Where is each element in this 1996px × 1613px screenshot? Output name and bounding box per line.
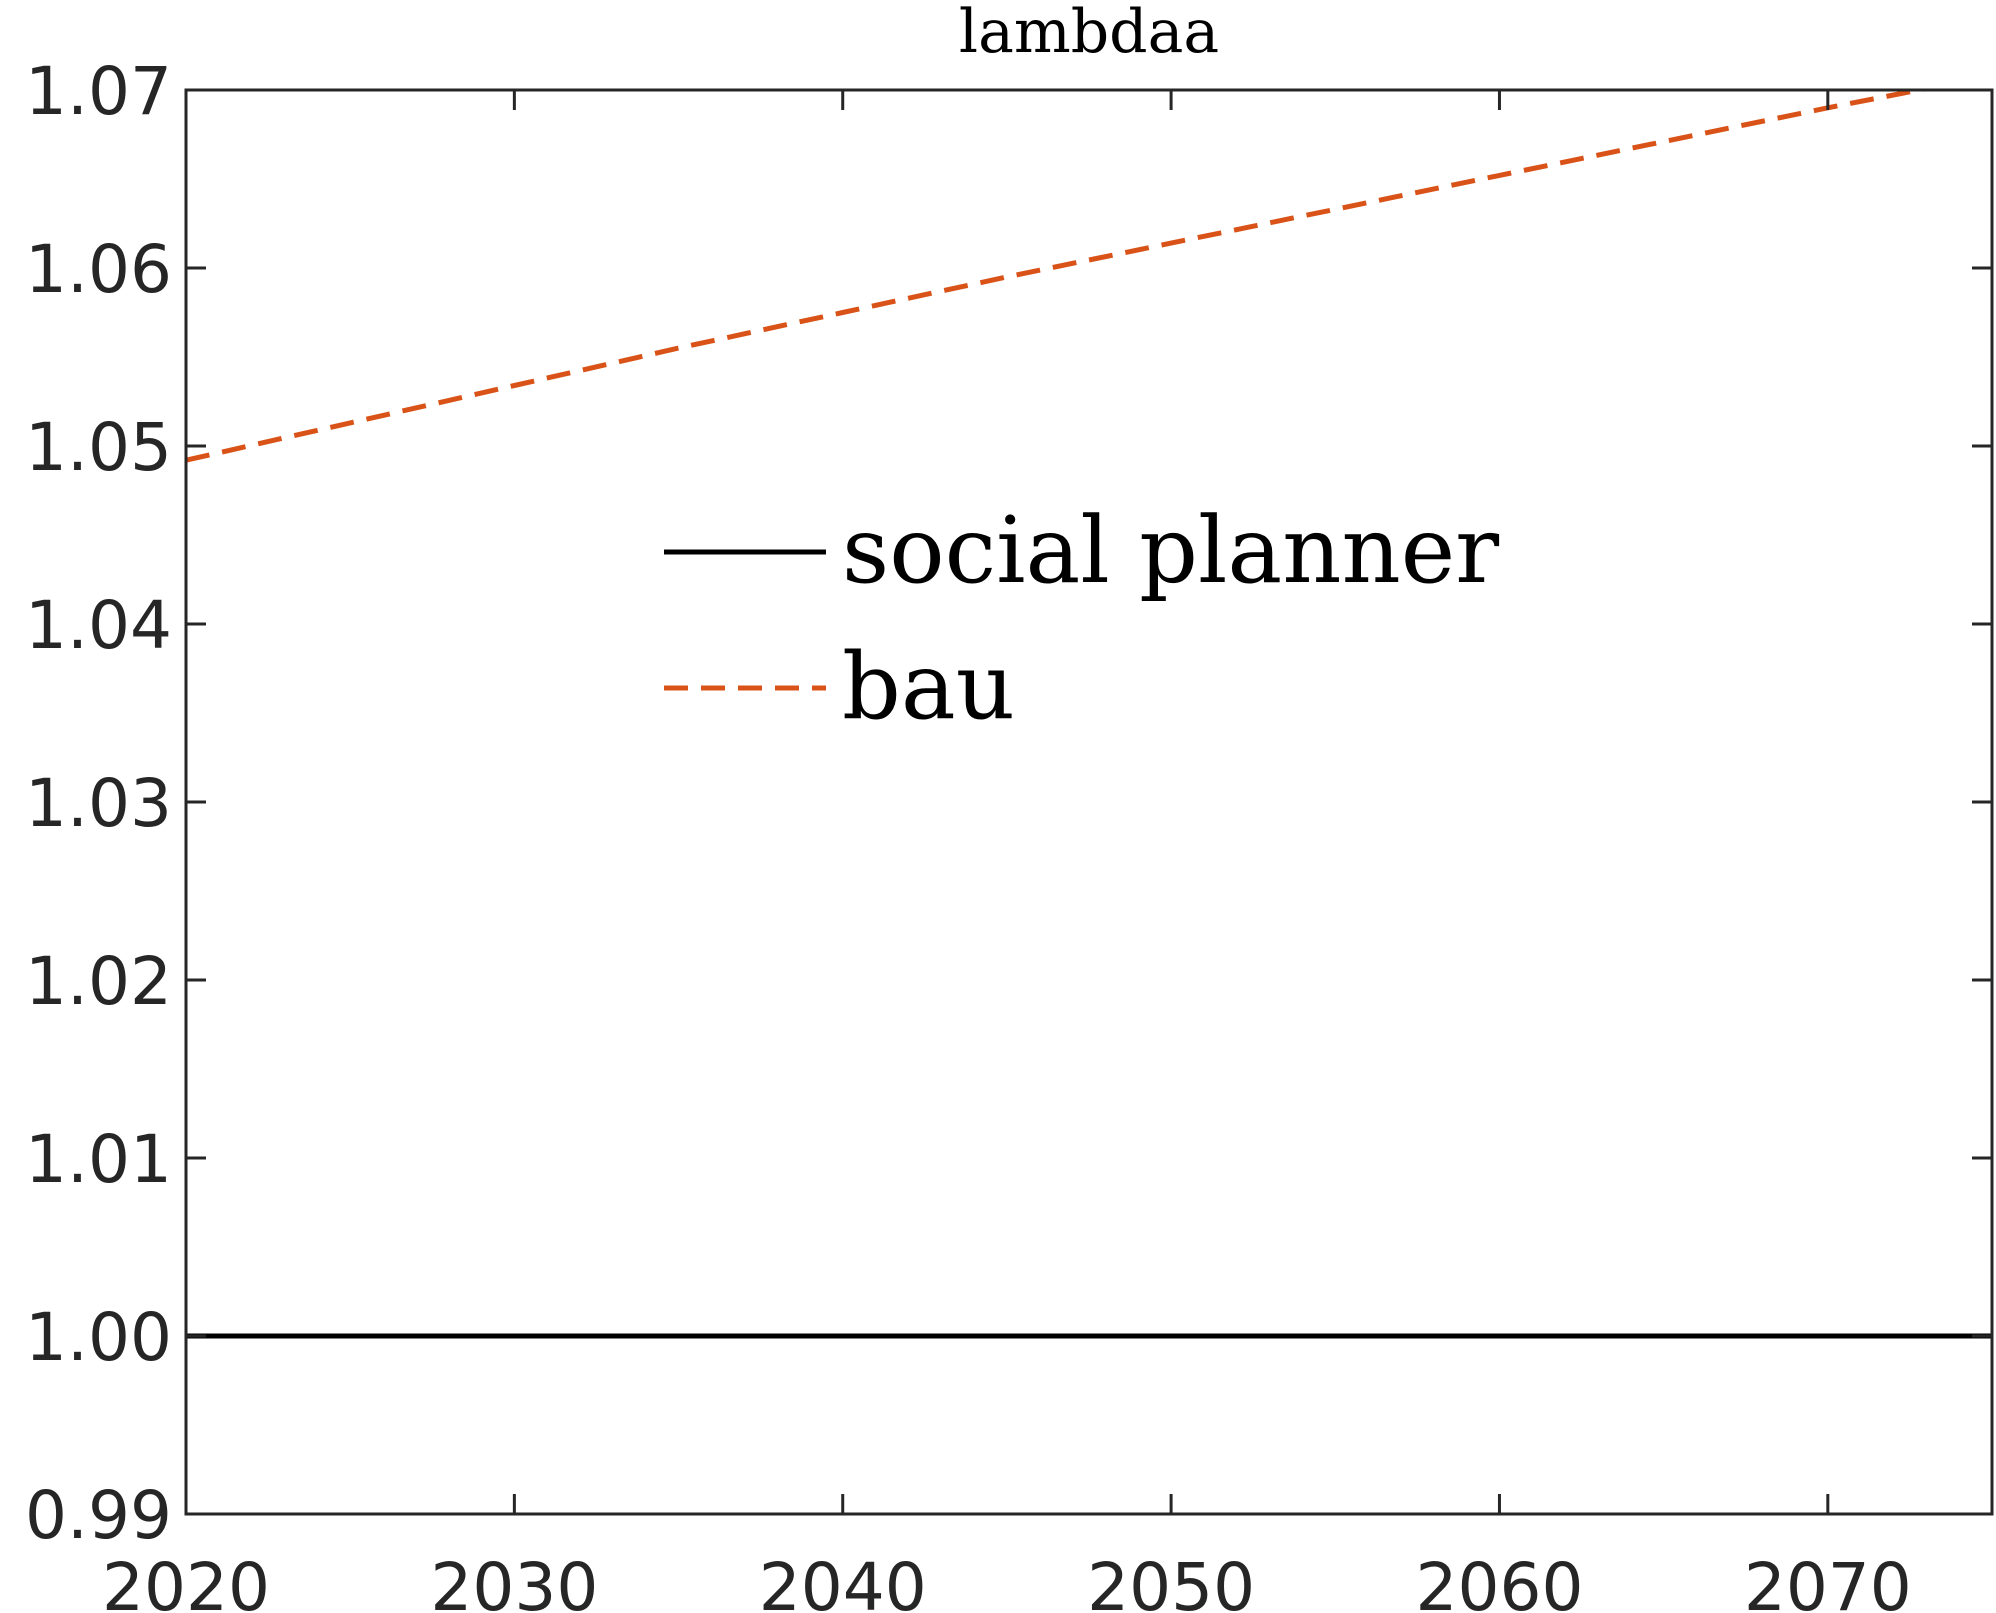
ticks-layer: 2020 2030 2040 2050 2060 2070 0.99 1.00 1.01 1.02… — [25, 53, 1992, 1613]
y-tick-label: 0.99 — [25, 1477, 172, 1554]
legend-label: bau — [842, 633, 1015, 740]
x-tick-label: 2040 — [759, 1549, 927, 1613]
x-tick-label: 2070 — [1744, 1549, 1912, 1613]
legend: social planner bau — [664, 497, 1499, 740]
series-line-bau — [186, 90, 1933, 463]
y-tick-label: 1.03 — [25, 765, 172, 842]
y-tick-label: 1.00 — [25, 1299, 172, 1376]
chart-title: lambdaa — [959, 0, 1219, 67]
x-tick-label: 2050 — [1087, 1549, 1255, 1613]
series-layer — [186, 90, 1992, 1339]
y-tick-label: 1.07 — [25, 53, 172, 130]
y-tick-label: 1.05 — [25, 409, 172, 486]
y-tick-label: 1.01 — [25, 1121, 172, 1198]
x-tick-label: 2020 — [102, 1549, 270, 1613]
y-tick-label: 1.04 — [25, 587, 172, 664]
plot-area-frame — [184, 88, 1994, 1516]
y-tick-label: 1.06 — [25, 231, 172, 308]
x-tick-label: 2060 — [1415, 1549, 1583, 1613]
y-tick-label: 1.02 — [25, 943, 172, 1020]
legend-label: social planner — [842, 497, 1499, 604]
x-tick-label: 2030 — [430, 1549, 598, 1613]
